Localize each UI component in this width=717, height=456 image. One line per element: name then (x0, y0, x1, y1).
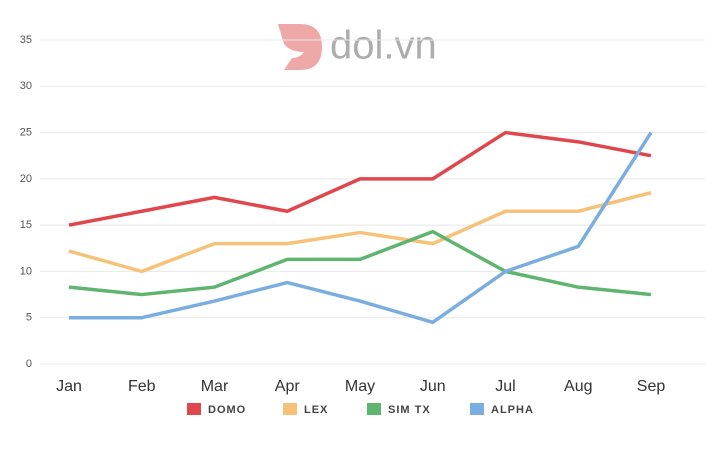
legend-label: SIM TX (388, 404, 431, 416)
x-tick-label: Jul (495, 378, 515, 395)
y-tick-label: 20 (20, 173, 32, 185)
line-series (68, 130, 652, 227)
y-tick-label: 25 (20, 126, 32, 138)
legend-label: LEX (304, 404, 328, 416)
y-tick-label: 5 (26, 312, 32, 324)
legend-swatch (283, 403, 297, 415)
x-tick-label: Mar (201, 378, 229, 395)
y-tick-label: 15 (20, 219, 32, 231)
y-tick-label: 30 (20, 80, 32, 92)
y-tick-label: 35 (20, 34, 32, 46)
x-tick-label: Jun (420, 378, 446, 395)
y-tick-label: 0 (26, 358, 32, 370)
y-tick-label: 10 (20, 265, 32, 277)
legend-swatch (187, 403, 201, 415)
x-tick-label: Aug (564, 378, 592, 395)
watermark: dol.vn (330, 24, 437, 68)
x-tick-label: Feb (128, 378, 156, 395)
line-series (68, 229, 652, 297)
legend-swatch (367, 403, 381, 415)
line-series (69, 131, 653, 325)
x-tick-label: Sep (637, 378, 666, 395)
legend-swatch (470, 403, 484, 415)
x-tick-label: Apr (275, 378, 301, 395)
x-tick-label: May (345, 378, 375, 395)
legend-label: ALPHA (491, 404, 534, 416)
watermark-logo (278, 24, 322, 70)
legend-label: DOMO (208, 404, 246, 416)
x-tick-label: Jan (56, 378, 82, 395)
line-series (68, 191, 652, 274)
